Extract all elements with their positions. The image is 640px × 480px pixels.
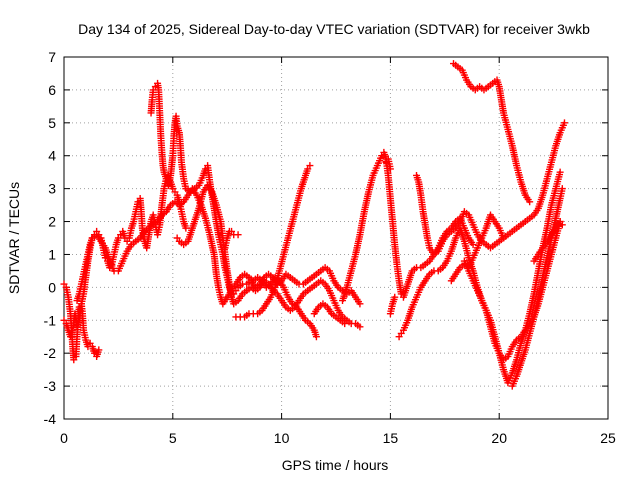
y-axis-label: SDTVAR / TECUs (6, 182, 22, 294)
data-point (558, 185, 566, 193)
series-track-8 (310, 300, 349, 328)
series-track-10 (382, 155, 394, 173)
y-tick-label: 5 (48, 115, 56, 131)
data-point (95, 346, 103, 354)
series-track-7 (221, 227, 242, 252)
y-tick-label: -4 (44, 411, 57, 427)
series-track-15 (450, 60, 534, 206)
x-axis-label: GPS time / hours (282, 457, 389, 473)
x-tick-label: 15 (383, 430, 399, 446)
axis-ticks: 0 5 10 15 20 25 -4 -3 -2 -1 0 1 2 3 4 5 6 7 (44, 49, 616, 446)
data-point (356, 300, 364, 308)
series-track-13 (413, 119, 568, 258)
data-point (341, 320, 349, 328)
series-track-14 (447, 211, 508, 285)
plot-frame (63, 56, 609, 420)
x-tick-label: 25 (600, 430, 616, 446)
x-tick-label: 20 (491, 430, 507, 446)
series-track-4 (147, 79, 364, 308)
y-tick-label: -1 (44, 312, 57, 328)
data-point (386, 165, 394, 173)
data-point (556, 168, 564, 176)
data-point (356, 323, 364, 331)
data-point (234, 231, 242, 239)
series-track-6 (232, 162, 314, 321)
y-tick-label: 3 (48, 181, 56, 197)
series-track-9 (339, 148, 477, 305)
y-tick-label: 4 (48, 148, 56, 164)
y-tick-label: -3 (44, 378, 57, 394)
data-point (312, 333, 320, 341)
data-point (526, 198, 534, 206)
y-tick-label: 6 (48, 82, 56, 98)
y-tick-label: 0 (48, 279, 56, 295)
x-tick-label: 0 (60, 430, 68, 446)
y-tick-label: -2 (44, 345, 57, 361)
data-point (391, 293, 399, 301)
data-point (469, 241, 477, 249)
data-point (560, 119, 568, 127)
series-track-18 (530, 218, 566, 265)
y-tick-label: 2 (48, 214, 56, 230)
grid-lines (64, 57, 608, 419)
series-track-5 (173, 181, 364, 331)
data-point (306, 162, 314, 170)
y-tick-label: 7 (48, 49, 56, 65)
series-track-16 (460, 168, 564, 387)
data-point (500, 234, 508, 242)
data-marks (60, 60, 568, 390)
series-track-11 (386, 293, 399, 318)
data-point (182, 224, 190, 232)
x-tick-label: 5 (169, 430, 177, 446)
x-tick-label: 10 (274, 430, 290, 446)
y-tick-label: 1 (48, 246, 56, 262)
chart-title: Day 134 of 2025, Sidereal Day-to-day VTE… (78, 21, 590, 37)
data-point (558, 221, 566, 229)
